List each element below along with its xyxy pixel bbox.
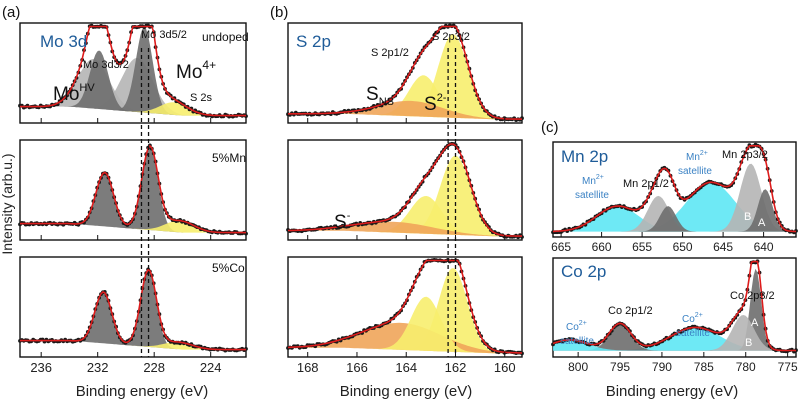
ann-co-sat-left: Co2+ bbox=[566, 320, 587, 333]
panel-a-2-tick-label: 224 bbox=[200, 360, 222, 375]
ann-s2s: S 2s bbox=[190, 92, 213, 104]
panel-a-0-component-4 bbox=[20, 102, 246, 116]
panel-a-2-tick-label: 236 bbox=[30, 360, 52, 375]
panel-label-b: (b) bbox=[270, 4, 288, 21]
panel-a-2-fit-line bbox=[20, 268, 246, 351]
ann-sns: SNS bbox=[366, 84, 394, 108]
panel-b-0-component-2 bbox=[288, 34, 522, 120]
ann-co2p12: Co 2p1/2 bbox=[608, 305, 653, 317]
panel-b-2-tick-label: 164 bbox=[395, 360, 417, 375]
panel-c-co-tick-label: 800 bbox=[568, 360, 588, 374]
panel-b-2-tick-label: 160 bbox=[494, 360, 516, 375]
panel-c-mn-component-2 bbox=[553, 206, 796, 232]
ann-mn2p32: Mn 2p3/2 bbox=[722, 149, 768, 161]
panel-b-0-component-0 bbox=[288, 100, 522, 120]
ann-s2p32: S 2p3/2 bbox=[432, 31, 470, 43]
xlabel-c: Binding energy (eV) bbox=[606, 383, 739, 400]
panel-c-mn-tick-label: 645 bbox=[713, 240, 733, 254]
ann-co-sat-left-2: satellite bbox=[560, 336, 594, 347]
panel-c-mn-tick-label: 650 bbox=[673, 240, 693, 254]
ann-co-sat-right-2: satellite bbox=[676, 328, 710, 339]
title-s2p: S 2p bbox=[296, 32, 331, 51]
panel-a-2-tick-label: 228 bbox=[143, 360, 165, 375]
panel-b-2-frame bbox=[287, 256, 523, 358]
ann-co2p32: Co 2p3/2 bbox=[730, 290, 775, 302]
panel-c-co-fit-line bbox=[552, 260, 796, 352]
panel-a-0-component-3 bbox=[20, 27, 246, 116]
panel-a-1-frame bbox=[19, 139, 247, 241]
panel-a-2-tick-label: 232 bbox=[87, 360, 109, 375]
ann-mn-sat-right: Mn2+ bbox=[686, 150, 708, 163]
panel-b-2-tick-label: 162 bbox=[445, 360, 467, 375]
ann-s2minus: S2- bbox=[424, 92, 447, 115]
ann-mohv: MoHV bbox=[53, 82, 95, 105]
panel-b-1-component-0 bbox=[288, 221, 522, 237]
panel-c-mn-component-4 bbox=[553, 163, 796, 232]
panel-c-mn-tick-label: 665 bbox=[551, 240, 571, 254]
mn-peak-a: A bbox=[758, 217, 766, 229]
panel-b-1-fit-line bbox=[288, 143, 522, 237]
title-co2p: Co 2p bbox=[561, 262, 606, 281]
mn-peak-b: B bbox=[744, 211, 751, 223]
panel-c-mn-tick-label: 640 bbox=[754, 240, 774, 254]
ann-mo4plus: Mo4+ bbox=[176, 58, 216, 83]
ann-mn-sat-left: Mn2+ bbox=[582, 174, 604, 187]
panel-b-1-frame bbox=[287, 139, 523, 241]
ann-co-sat-right: Co2+ bbox=[682, 312, 703, 325]
label-5mn: 5%Mn bbox=[212, 151, 246, 165]
title-mn2p: Mn 2p bbox=[561, 147, 608, 166]
xlabel-a: Binding energy (eV) bbox=[76, 383, 209, 400]
panel-a-0-frame bbox=[19, 22, 247, 124]
panel-c-co-component-1 bbox=[553, 323, 796, 351]
panel-a-0-component-0 bbox=[20, 59, 246, 116]
panel-b-2-tick-label: 166 bbox=[346, 360, 368, 375]
panel-c-mn-frame bbox=[552, 141, 797, 238]
panel-b-0-fit-line bbox=[288, 25, 523, 120]
ann-mn2p12: Mn 2p1/2 bbox=[623, 178, 669, 190]
panel-c-co-tick-label: 780 bbox=[736, 360, 756, 374]
panel-c-co-frame bbox=[552, 257, 797, 358]
panel-a-0-fit-line bbox=[20, 25, 246, 117]
title-mo3d: Mo 3d bbox=[40, 32, 87, 51]
label-undoped: undoped bbox=[202, 30, 249, 44]
panel-a-2-component-2 bbox=[20, 340, 246, 350]
panel-b-2-tick-label: 168 bbox=[297, 360, 319, 375]
panel-c-mn-tick-label: 655 bbox=[632, 240, 652, 254]
panel-a-1-fit-line bbox=[20, 144, 246, 234]
co-peak-b: B bbox=[745, 337, 752, 349]
co-peak-a: A bbox=[751, 317, 759, 329]
ann-mo3d32: Mo 3d3/2 bbox=[83, 59, 129, 71]
panel-c-mn-component-5 bbox=[553, 189, 796, 232]
panel-c-mn-tick-label: 660 bbox=[592, 240, 612, 254]
panel-c-co-tick-label: 785 bbox=[694, 360, 714, 374]
ann-mn-sat-right-2: satellite bbox=[678, 166, 712, 177]
y-axis-label: Intensity (arb.u.) bbox=[0, 153, 15, 254]
label-5co: 5%Co bbox=[212, 261, 245, 275]
panel-b-2-component-2 bbox=[288, 268, 522, 354]
panel-label-c: (c) bbox=[541, 119, 559, 136]
ann-mn-sat-left-2: satellite bbox=[575, 190, 609, 201]
panel-b-2-component-1 bbox=[288, 296, 522, 354]
panel-a-2-frame bbox=[19, 256, 247, 358]
panels-layer: 236 232 228 224 168 166 164 162 160 665 660 655 650 6… bbox=[18, 22, 798, 375]
panel-b-2-fit-line bbox=[287, 259, 523, 354]
panel-c-mn-fit-line bbox=[552, 145, 797, 233]
panel-c-co-tick-label: 775 bbox=[778, 360, 798, 374]
panel-c-co-component-3 bbox=[553, 315, 796, 351]
panel-c-mn-component-0 bbox=[553, 206, 796, 232]
ann-mo3d52: Mo 3d5/2 bbox=[141, 29, 187, 41]
panel-c-co-tick-label: 790 bbox=[652, 360, 672, 374]
panel-b-1-component-2 bbox=[288, 155, 522, 237]
panel-b-0-component-1 bbox=[288, 75, 522, 120]
panel-c-co-tick-label: 795 bbox=[610, 360, 630, 374]
xlabel-b: Binding energy (eV) bbox=[340, 383, 473, 400]
panel-b-0-frame bbox=[287, 22, 523, 124]
panel-a-2-component-1 bbox=[20, 270, 246, 350]
panel-label-a: (a) bbox=[2, 4, 20, 21]
ann-sminus: S- bbox=[334, 210, 351, 233]
ann-s2p12: S 2p1/2 bbox=[371, 47, 409, 59]
